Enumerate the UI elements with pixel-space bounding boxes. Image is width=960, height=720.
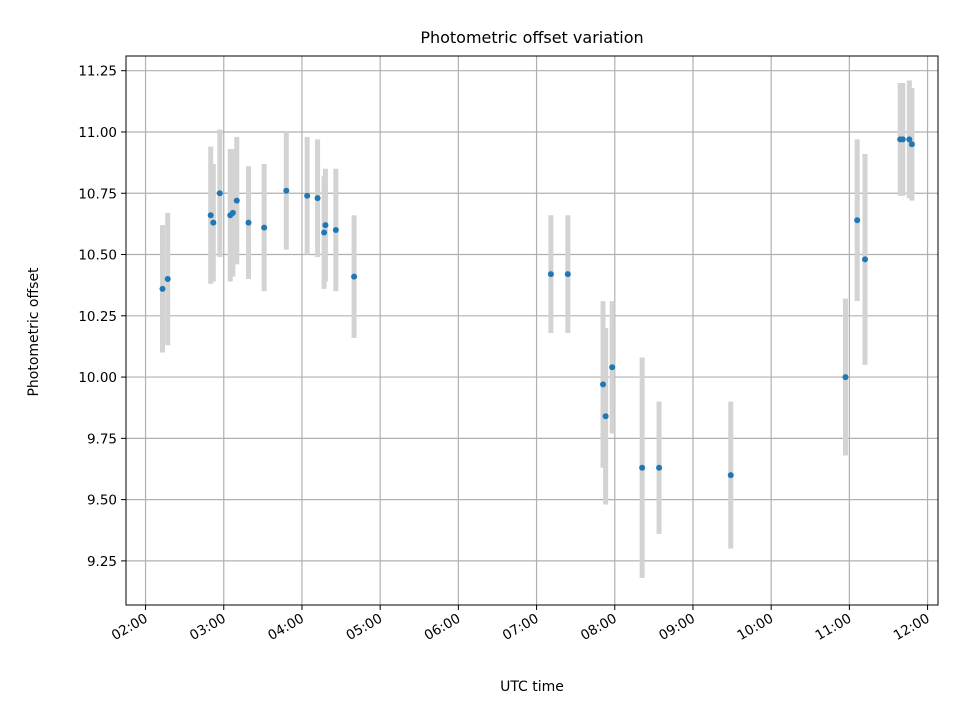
data-point (656, 464, 663, 471)
data-point (245, 219, 252, 226)
data-point (164, 276, 171, 283)
data-point (906, 136, 913, 143)
y-tick-label: 11.25 (78, 64, 117, 80)
data-point (899, 136, 906, 143)
data-point (210, 219, 217, 226)
y-tick-label: 9.50 (87, 493, 117, 509)
data-point (547, 271, 554, 278)
data-point (304, 192, 311, 199)
y-axis-label: Photometric offset (26, 267, 42, 397)
y-tick-label: 11.00 (78, 125, 117, 141)
chart-title: Photometric offset variation (420, 28, 643, 47)
plot-frame (125, 55, 939, 606)
data-point (564, 271, 571, 278)
data-point (332, 227, 339, 234)
y-tick-label: 9.25 (87, 554, 117, 570)
y-tick-label: 10.00 (78, 370, 117, 386)
data-point (862, 256, 869, 263)
data-point (229, 209, 236, 216)
data-point (159, 285, 166, 292)
data-point (283, 187, 290, 194)
y-tick-label: 9.75 (87, 431, 117, 447)
data-point (639, 464, 646, 471)
data-point (727, 472, 734, 479)
data-point (854, 217, 861, 224)
data-point (321, 229, 328, 236)
x-axis-label: UTC time (500, 679, 564, 695)
y-axis-ticks: 9.25 9.50 9.75 10.00 10.25 10.50 10.75 11.00 11.… (78, 64, 126, 570)
data-point (842, 374, 849, 381)
grid-lines (126, 56, 938, 605)
data-points (159, 136, 915, 479)
data-point (908, 141, 915, 148)
data-point (602, 413, 609, 420)
data-point (207, 212, 214, 219)
data-point (233, 197, 240, 204)
data-point (216, 190, 223, 197)
y-tick-label: 10.25 (78, 309, 117, 325)
y-tick-label: 10.75 (78, 186, 117, 202)
data-point (314, 195, 321, 202)
data-point (351, 273, 358, 280)
data-point (261, 224, 268, 231)
data-point (609, 364, 616, 371)
data-point (600, 381, 607, 388)
data-point (322, 222, 329, 229)
y-tick-label: 10.50 (78, 248, 117, 264)
